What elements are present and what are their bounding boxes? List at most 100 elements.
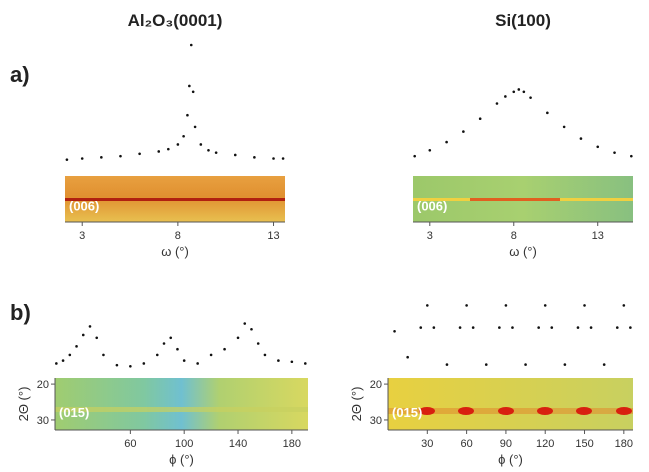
data-point (102, 353, 105, 357)
data-point (393, 330, 396, 333)
data-point (191, 90, 195, 94)
data-point (162, 342, 166, 345)
spot (537, 407, 553, 415)
spots (419, 407, 632, 415)
data-point (209, 353, 213, 357)
data-point (428, 149, 432, 152)
x-tick-label: 140 (229, 438, 247, 450)
data-point (81, 333, 85, 337)
data-point (189, 43, 193, 47)
x-tick-label: 13 (592, 230, 604, 242)
data-point (550, 326, 554, 329)
data-point (100, 156, 103, 159)
data-point (65, 158, 69, 161)
data-point (207, 149, 210, 152)
x-tick-label: 120 (536, 438, 554, 450)
data-point (88, 325, 92, 328)
x-tick-label: 180 (615, 438, 633, 450)
data-point (256, 342, 260, 345)
data-point (176, 347, 179, 351)
spot (616, 407, 632, 415)
strip-label: (015) (59, 405, 89, 420)
data-point (630, 154, 633, 158)
strip-label: (006) (417, 199, 447, 214)
data-point (445, 363, 449, 366)
data-point (583, 304, 586, 307)
data-point (465, 304, 468, 307)
data-point (157, 150, 161, 153)
data-point (233, 153, 237, 157)
data-point (182, 359, 186, 362)
x-tick-label: 60 (460, 438, 472, 450)
detector-streak (470, 198, 560, 201)
x-tick-label: 180 (283, 438, 301, 450)
y-tick-label: 30 (37, 415, 49, 427)
data-point (167, 147, 170, 151)
data-point (277, 359, 280, 362)
data-point (517, 88, 521, 91)
strip-label: (015) (392, 405, 422, 420)
data-point (272, 157, 275, 160)
x-axis-label: ω (°) (161, 244, 189, 259)
data-point (236, 336, 240, 340)
detector-image (388, 378, 633, 430)
data-point (524, 363, 527, 366)
data-point (445, 140, 448, 144)
data-point (462, 130, 465, 133)
data-point (495, 102, 499, 105)
x-axis-label: ϕ (°) (169, 452, 194, 467)
data-point (115, 363, 119, 367)
data-point (546, 111, 549, 115)
data-point (622, 304, 626, 307)
data-point (214, 151, 218, 154)
y-tick-label: 20 (370, 379, 382, 391)
data-point (142, 362, 146, 365)
detector-image (55, 378, 308, 430)
y-axis-label: 2Θ (°) (16, 387, 31, 422)
x-tick-label: 3 (79, 230, 85, 242)
data-point (304, 362, 307, 365)
data-point (522, 90, 526, 94)
data-point (471, 326, 475, 329)
x-tick-label: 30 (421, 438, 433, 450)
data-point (250, 327, 253, 331)
panel-label: a) (10, 62, 30, 87)
data-point (615, 326, 619, 329)
column-title: Al₂O₃(0001) (128, 11, 223, 30)
data-point (80, 157, 84, 160)
data-point (176, 143, 180, 146)
data-point (413, 154, 416, 158)
data-point (75, 345, 78, 348)
data-point (563, 363, 567, 366)
data-point (129, 365, 132, 368)
detector-streak (55, 407, 308, 412)
data-point (426, 304, 429, 307)
data-point (119, 154, 122, 158)
data-point (543, 304, 547, 307)
data-point (419, 326, 423, 329)
panel-label: b) (10, 300, 31, 325)
x-tick-label: 8 (511, 230, 517, 242)
data-point (589, 326, 593, 329)
data-point (504, 304, 508, 307)
x-tick-label: 150 (575, 438, 593, 450)
data-point (596, 145, 600, 149)
data-point (290, 360, 294, 364)
data-point (199, 143, 203, 146)
data-point (138, 152, 141, 156)
x-tick-label: 3 (427, 230, 433, 242)
data-point (511, 326, 514, 329)
data-point (61, 359, 65, 362)
spot (498, 407, 514, 415)
data-point (478, 117, 482, 121)
data-point (193, 125, 197, 129)
data-point (155, 353, 159, 357)
data-point (579, 137, 583, 140)
x-axis-label: ϕ (°) (498, 452, 523, 467)
spot (419, 407, 435, 415)
strip-label: (006) (69, 199, 99, 214)
x-axis-label: ω (°) (509, 244, 537, 259)
data-point (281, 157, 285, 160)
data-point (504, 95, 507, 98)
